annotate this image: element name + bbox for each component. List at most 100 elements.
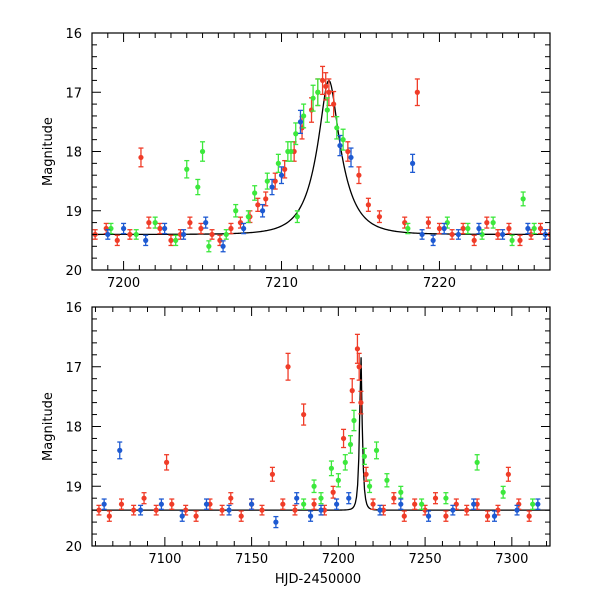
data-point-red: [464, 507, 470, 513]
data-point-green: [405, 225, 411, 232]
data-point-red: [269, 471, 276, 477]
data-point-green: [233, 208, 239, 214]
data-point-red: [370, 501, 376, 507]
data-point-blue: [514, 507, 520, 513]
data-point-green: [398, 489, 404, 495]
data-point-red: [282, 166, 288, 172]
series-green: [108, 78, 537, 253]
y-tick-label: 16: [65, 301, 82, 316]
data-point-blue: [249, 501, 255, 507]
data-point-blue: [500, 231, 506, 238]
data-point-green: [490, 220, 496, 226]
data-point-green: [531, 225, 537, 232]
data-point-red: [127, 231, 133, 238]
y-tick-label: 18: [65, 146, 82, 161]
data-point-red: [209, 231, 215, 238]
data-point-blue: [241, 225, 247, 232]
data-point-red: [219, 507, 225, 513]
data-point-blue: [137, 507, 144, 513]
data-point-green: [301, 113, 307, 119]
data-point-blue: [455, 231, 461, 238]
data-point-red: [340, 435, 347, 442]
data-point-red: [391, 495, 397, 501]
model-curve: [92, 357, 550, 511]
y-tick-label: 17: [65, 86, 82, 101]
data-point-green: [342, 459, 348, 465]
data-point-blue: [120, 225, 127, 232]
data-point-green: [264, 178, 270, 184]
model-curve: [92, 79, 550, 236]
data-point-red: [319, 77, 326, 83]
top-panel: 7200 7210 7220 16 17 18 19 20 Magnitude: [41, 27, 551, 291]
data-point-green: [324, 107, 330, 113]
data-point-blue: [525, 225, 531, 232]
data-point-green: [347, 441, 354, 448]
data-point-green: [444, 220, 450, 226]
data-point-red: [401, 513, 407, 519]
data-point-red: [168, 237, 174, 243]
data-point-green: [133, 231, 139, 238]
data-point-red: [330, 489, 336, 495]
data-point-blue: [179, 513, 185, 519]
data-point-green: [509, 237, 515, 243]
data-point-blue: [398, 501, 404, 507]
x-tick-label: 7220: [423, 276, 456, 291]
data-point-green: [152, 220, 158, 226]
data-point-blue: [273, 519, 279, 525]
data-point-blue: [425, 513, 432, 519]
data-point-blue: [318, 507, 324, 513]
x-tick-label: 7250: [409, 552, 442, 567]
data-point-red: [345, 148, 351, 155]
data-point-green: [310, 95, 316, 101]
data-point-green: [474, 459, 480, 465]
data-point-green: [479, 231, 485, 238]
data-point-red: [259, 507, 265, 513]
data-point-blue: [101, 501, 107, 507]
data-point-red: [358, 400, 364, 406]
data-point-red: [131, 507, 137, 513]
data-point-green: [311, 483, 317, 489]
data-point-red: [376, 214, 383, 220]
data-point-green: [373, 447, 380, 453]
data-point-red: [414, 89, 420, 95]
data-point-blue: [158, 501, 164, 507]
data-point-red: [356, 364, 362, 370]
data-point-blue: [410, 160, 416, 166]
data-point-blue: [297, 119, 304, 125]
series-blue: [105, 109, 548, 253]
data-point-blue: [203, 220, 209, 226]
data-point-green: [443, 495, 449, 501]
data-point-red: [141, 495, 147, 501]
data-point-green: [384, 477, 390, 483]
data-point-red: [432, 495, 439, 501]
y-axis-label: Magnitude: [41, 392, 56, 461]
data-point-green: [184, 166, 190, 172]
data-point-green: [500, 489, 506, 495]
data-point-red: [363, 471, 369, 477]
data-point-red: [311, 501, 317, 507]
data-point-green: [419, 501, 425, 507]
data-point-blue: [377, 507, 383, 513]
series-red: [96, 333, 532, 522]
data-point-red: [187, 220, 193, 226]
data-point-red: [228, 495, 234, 501]
data-point-green: [223, 231, 229, 238]
data-point-blue: [181, 231, 187, 238]
x-tick-label: 7200: [107, 276, 140, 291]
data-point-red: [402, 220, 408, 226]
y-tick-label: 19: [65, 205, 82, 220]
data-point-blue: [269, 184, 275, 190]
data-point-green: [195, 184, 201, 190]
data-point-green: [328, 465, 335, 471]
bottom-panel: 7100 7150 7200 7250 7300 16 17 18 19 20 Magnitude: [41, 301, 551, 567]
data-point-green: [294, 214, 300, 220]
data-point-blue: [535, 501, 541, 507]
data-point-red: [354, 346, 361, 352]
data-point-green: [199, 148, 206, 155]
data-point-red: [237, 220, 244, 226]
data-point-red: [285, 364, 291, 370]
data-point-red: [292, 507, 298, 513]
data-point-green: [275, 160, 281, 166]
